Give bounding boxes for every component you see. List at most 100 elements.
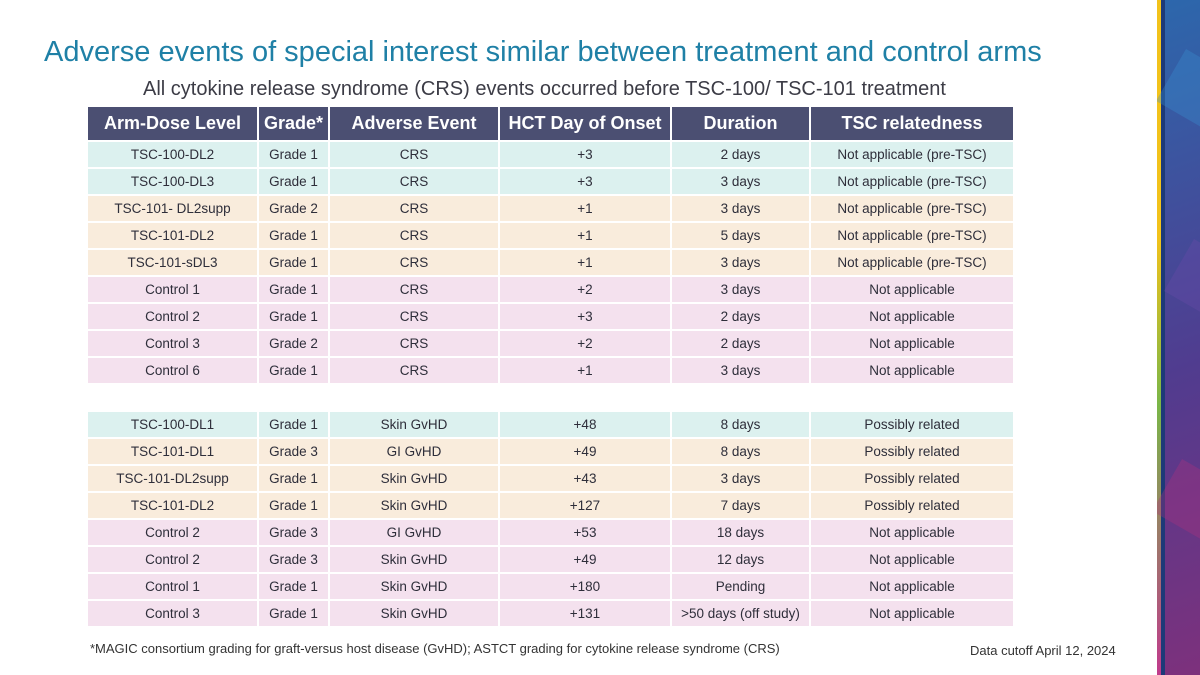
cell-hct-day-of-onset: +53 xyxy=(500,520,670,547)
table-header-row: Arm-Dose Level Grade* Adverse Event HCT … xyxy=(88,107,1013,142)
adverse-events-table-wrap: Arm-Dose Level Grade* Adverse Event HCT … xyxy=(87,107,1014,628)
cell-tsc-relatedness: Not applicable xyxy=(811,574,1013,601)
cell-duration: 3 days xyxy=(672,358,809,385)
cell-tsc-relatedness: Not applicable xyxy=(811,601,1013,628)
table-row: TSC-101-sDL3 Grade 1 CRS +1 3 days Not applic… xyxy=(88,250,1013,277)
cell-adverse-event: CRS xyxy=(330,223,498,250)
table-row: TSC-101- DL2supp Grade 2 CRS +1 3 days Not ap… xyxy=(88,196,1013,223)
header-duration: Duration xyxy=(672,107,809,142)
cell-duration: 3 days xyxy=(672,250,809,277)
cell-duration: 3 days xyxy=(672,466,809,493)
cell-arm-dose-level: Control 6 xyxy=(88,358,257,385)
cell-adverse-event: CRS xyxy=(330,250,498,277)
cell-adverse-event: Skin GvHD xyxy=(330,574,498,601)
cell-arm-dose-level: Control 2 xyxy=(88,520,257,547)
cell-tsc-relatedness: Not applicable (pre-TSC) xyxy=(811,250,1013,277)
cell-adverse-event: CRS xyxy=(330,331,498,358)
cell-duration: 2 days xyxy=(672,331,809,358)
table-row: TSC-100-DL1 Grade 1 Skin GvHD +48 8 days Poss… xyxy=(88,412,1013,439)
cell-tsc-relatedness: Possibly related xyxy=(811,439,1013,466)
cell-adverse-event: CRS xyxy=(330,142,498,169)
cell-grade: Grade 1 xyxy=(259,574,328,601)
cell-tsc-relatedness: Not applicable (pre-TSC) xyxy=(811,142,1013,169)
table-row: Control 2 Grade 3 GI GvHD +53 18 days Not app… xyxy=(88,520,1013,547)
cell-arm-dose-level: TSC-101-DL2supp xyxy=(88,466,257,493)
table-row: Control 6 Grade 1 CRS +1 3 days Not applicabl… xyxy=(88,358,1013,385)
cell-arm-dose-level: Control 2 xyxy=(88,547,257,574)
table-row: TSC-101-DL1 Grade 3 GI GvHD +49 8 days Possib… xyxy=(88,439,1013,466)
cell-tsc-relatedness: Not applicable xyxy=(811,304,1013,331)
cell-hct-day-of-onset: +131 xyxy=(500,601,670,628)
cell-grade: Grade 1 xyxy=(259,142,328,169)
table-section-gap xyxy=(88,385,1013,412)
table-row: Control 1 Grade 1 Skin GvHD +180 Pending Not … xyxy=(88,574,1013,601)
cell-grade: Grade 1 xyxy=(259,412,328,439)
footnote: *MAGIC consortium grading for graft-vers… xyxy=(90,641,780,656)
gap-cell xyxy=(811,385,1013,412)
cell-arm-dose-level: Control 3 xyxy=(88,331,257,358)
data-cutoff-note: Data cutoff April 12, 2024 xyxy=(970,643,1116,658)
cell-tsc-relatedness: Not applicable (pre-TSC) xyxy=(811,169,1013,196)
cell-adverse-event: Skin GvHD xyxy=(330,493,498,520)
cell-duration: 8 days xyxy=(672,412,809,439)
cell-grade: Grade 1 xyxy=(259,358,328,385)
cell-adverse-event: GI GvHD xyxy=(330,439,498,466)
cell-tsc-relatedness: Possibly related xyxy=(811,493,1013,520)
cell-arm-dose-level: Control 1 xyxy=(88,574,257,601)
cell-grade: Grade 1 xyxy=(259,223,328,250)
cell-arm-dose-level: Control 3 xyxy=(88,601,257,628)
table-row: TSC-101-DL2supp Grade 1 Skin GvHD +43 3 days… xyxy=(88,466,1013,493)
cell-tsc-relatedness: Not applicable xyxy=(811,358,1013,385)
cell-grade: Grade 1 xyxy=(259,466,328,493)
cell-hct-day-of-onset: +48 xyxy=(500,412,670,439)
table-row: Control 2 Grade 1 CRS +3 2 days Not applicabl… xyxy=(88,304,1013,331)
cell-adverse-event: CRS xyxy=(330,277,498,304)
cell-adverse-event: Skin GvHD xyxy=(330,412,498,439)
cell-duration: 8 days xyxy=(672,439,809,466)
header-grade: Grade* xyxy=(259,107,328,142)
cell-duration: 12 days xyxy=(672,547,809,574)
cell-hct-day-of-onset: +1 xyxy=(500,358,670,385)
table-body: TSC-100-DL2 Grade 1 CRS +3 2 days Not applica… xyxy=(88,142,1013,628)
cell-duration: 5 days xyxy=(672,223,809,250)
cell-arm-dose-level: Control 1 xyxy=(88,277,257,304)
cell-arm-dose-level: TSC-101-DL2 xyxy=(88,493,257,520)
cell-tsc-relatedness: Possibly related xyxy=(811,466,1013,493)
cell-hct-day-of-onset: +2 xyxy=(500,277,670,304)
cell-tsc-relatedness: Possibly related xyxy=(811,412,1013,439)
cell-grade: Grade 1 xyxy=(259,601,328,628)
cell-duration: 18 days xyxy=(672,520,809,547)
slide-subtitle: All cytokine release syndrome (CRS) even… xyxy=(143,78,946,100)
cell-tsc-relatedness: Not applicable xyxy=(811,331,1013,358)
cell-grade: Grade 3 xyxy=(259,547,328,574)
cell-hct-day-of-onset: +3 xyxy=(500,169,670,196)
cell-hct-day-of-onset: +49 xyxy=(500,439,670,466)
cell-duration: 2 days xyxy=(672,304,809,331)
slide-title: Adverse events of special interest simil… xyxy=(44,36,1042,68)
cell-arm-dose-level: TSC-100-DL2 xyxy=(88,142,257,169)
cell-grade: Grade 1 xyxy=(259,277,328,304)
cell-tsc-relatedness: Not applicable (pre-TSC) xyxy=(811,196,1013,223)
gap-cell xyxy=(88,385,257,412)
side-accent-stripe xyxy=(1157,0,1161,675)
cell-duration: 2 days xyxy=(672,142,809,169)
table-row: TSC-101-DL2 Grade 1 CRS +1 5 days Not applica… xyxy=(88,223,1013,250)
table-row: TSC-101-DL2 Grade 1 Skin GvHD +127 7 days Pos… xyxy=(88,493,1013,520)
header-arm-dose-level: Arm-Dose Level xyxy=(88,107,257,142)
cell-adverse-event: Skin GvHD xyxy=(330,547,498,574)
cell-arm-dose-level: TSC-100-DL1 xyxy=(88,412,257,439)
gap-cell xyxy=(500,385,670,412)
table-row: Control 2 Grade 3 Skin GvHD +49 12 days Not a… xyxy=(88,547,1013,574)
cell-duration: 3 days xyxy=(672,169,809,196)
cell-grade: Grade 1 xyxy=(259,169,328,196)
cell-hct-day-of-onset: +1 xyxy=(500,250,670,277)
cell-arm-dose-level: TSC-101-DL1 xyxy=(88,439,257,466)
cell-adverse-event: CRS xyxy=(330,196,498,223)
table-row: Control 3 Grade 2 CRS +2 2 days Not applicabl… xyxy=(88,331,1013,358)
header-tsc-relatedness: TSC relatedness xyxy=(811,107,1013,142)
cell-duration: 3 days xyxy=(672,196,809,223)
cell-hct-day-of-onset: +180 xyxy=(500,574,670,601)
cell-grade: Grade 2 xyxy=(259,331,328,358)
decorative-side-panel xyxy=(1157,0,1200,675)
cell-hct-day-of-onset: +3 xyxy=(500,304,670,331)
